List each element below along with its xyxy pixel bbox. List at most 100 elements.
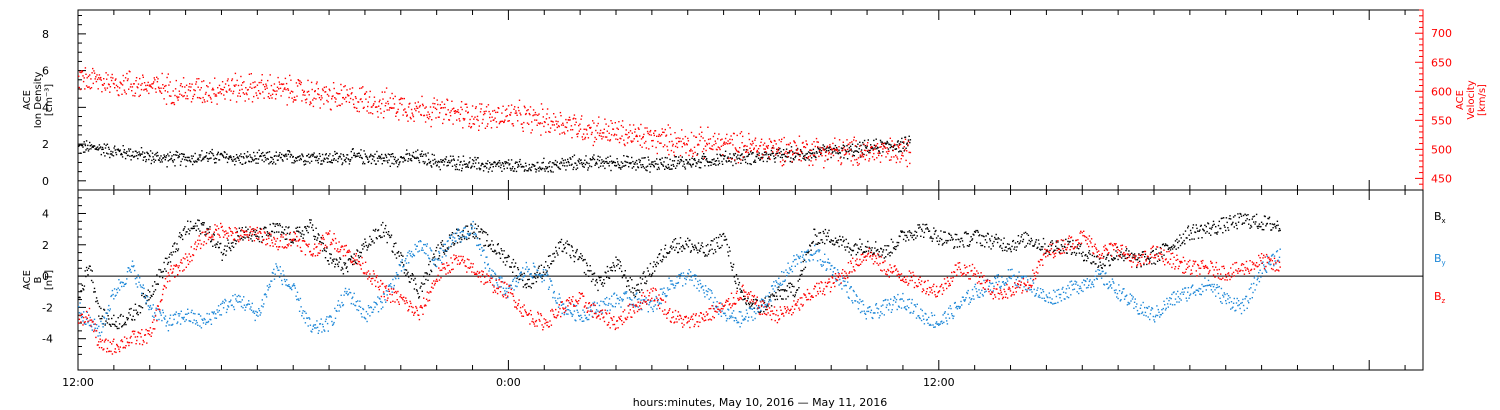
data-point — [308, 156, 310, 159]
data-point — [682, 244, 684, 247]
data-point — [738, 281, 741, 284]
data-point — [677, 137, 679, 139]
data-point — [287, 153, 290, 156]
data-point — [834, 137, 836, 139]
data-point — [580, 159, 582, 161]
data-point — [132, 151, 134, 153]
data-point — [142, 151, 144, 153]
data-point — [618, 164, 621, 167]
data-point — [568, 244, 571, 246]
data-point — [92, 146, 94, 148]
data-point — [523, 105, 526, 107]
data-point — [847, 246, 849, 248]
data-point — [1238, 216, 1240, 219]
data-point — [477, 157, 479, 159]
data-point — [1179, 244, 1182, 247]
data-point — [113, 298, 115, 300]
data-point — [834, 243, 836, 246]
data-point — [767, 305, 769, 307]
data-point — [224, 157, 227, 159]
data-point — [721, 163, 724, 165]
data-point — [182, 238, 184, 241]
data-point — [720, 139, 722, 141]
data-point — [591, 158, 593, 161]
data-point — [892, 247, 895, 249]
data-point — [208, 231, 210, 234]
data-point — [613, 134, 615, 137]
data-point — [312, 155, 314, 157]
data-point — [620, 168, 622, 170]
data-point — [1192, 224, 1195, 226]
data-point — [212, 153, 214, 155]
data-point — [183, 228, 185, 230]
data-point — [192, 312, 195, 315]
data-point — [729, 157, 732, 159]
data-point — [204, 93, 207, 95]
data-point — [727, 140, 729, 142]
data-point — [229, 88, 231, 90]
data-point — [1137, 257, 1139, 259]
data-point — [120, 83, 123, 85]
data-point — [675, 156, 677, 158]
data-point — [387, 161, 389, 164]
data-point — [440, 107, 443, 109]
data-point — [184, 313, 187, 315]
data-point — [192, 322, 194, 324]
data-point — [706, 255, 708, 257]
data-point — [482, 170, 485, 172]
data-point — [395, 242, 397, 244]
data-point — [129, 71, 131, 73]
data-point — [744, 298, 746, 300]
data-point — [178, 156, 180, 158]
data-point — [449, 111, 451, 114]
data-point — [564, 165, 566, 167]
data-point — [140, 147, 143, 149]
data-point — [596, 281, 598, 284]
data-point — [1177, 247, 1180, 249]
data-point — [328, 316, 330, 318]
data-point — [928, 230, 931, 232]
data-point — [395, 162, 398, 164]
data-point — [514, 162, 516, 164]
data-point — [262, 306, 264, 308]
data-point — [956, 233, 958, 236]
data-point — [205, 321, 208, 324]
data-point — [109, 156, 111, 159]
data-point — [503, 250, 505, 252]
data-point — [460, 236, 462, 239]
data-point — [231, 245, 233, 247]
data-point — [967, 233, 969, 235]
data-point — [117, 148, 119, 150]
data-point — [213, 311, 215, 313]
data-point — [253, 95, 255, 98]
data-point — [200, 160, 202, 162]
data-point — [880, 248, 883, 250]
data-point — [813, 152, 816, 154]
data-point — [176, 95, 178, 98]
data-point — [778, 286, 780, 288]
data-point — [327, 330, 329, 332]
data-point — [732, 144, 734, 146]
data-point — [394, 253, 396, 256]
data-point — [320, 160, 323, 162]
data-point — [426, 114, 428, 116]
data-point — [82, 80, 85, 83]
data-point — [1184, 230, 1187, 232]
data-point — [733, 132, 735, 135]
data-point — [96, 78, 99, 81]
data-point — [146, 90, 148, 92]
data-point — [272, 272, 274, 274]
data-point — [845, 151, 848, 153]
data-point — [159, 91, 162, 93]
data-point — [499, 166, 502, 169]
data-point — [238, 294, 240, 297]
data-point — [426, 273, 428, 275]
data-point — [565, 169, 567, 171]
data-point — [457, 109, 459, 111]
data-point — [277, 76, 279, 79]
legend-bz: Bz — [1434, 290, 1446, 305]
data-point — [299, 80, 301, 82]
data-point — [1246, 218, 1248, 220]
data-point — [840, 163, 842, 166]
data-point — [848, 251, 850, 253]
